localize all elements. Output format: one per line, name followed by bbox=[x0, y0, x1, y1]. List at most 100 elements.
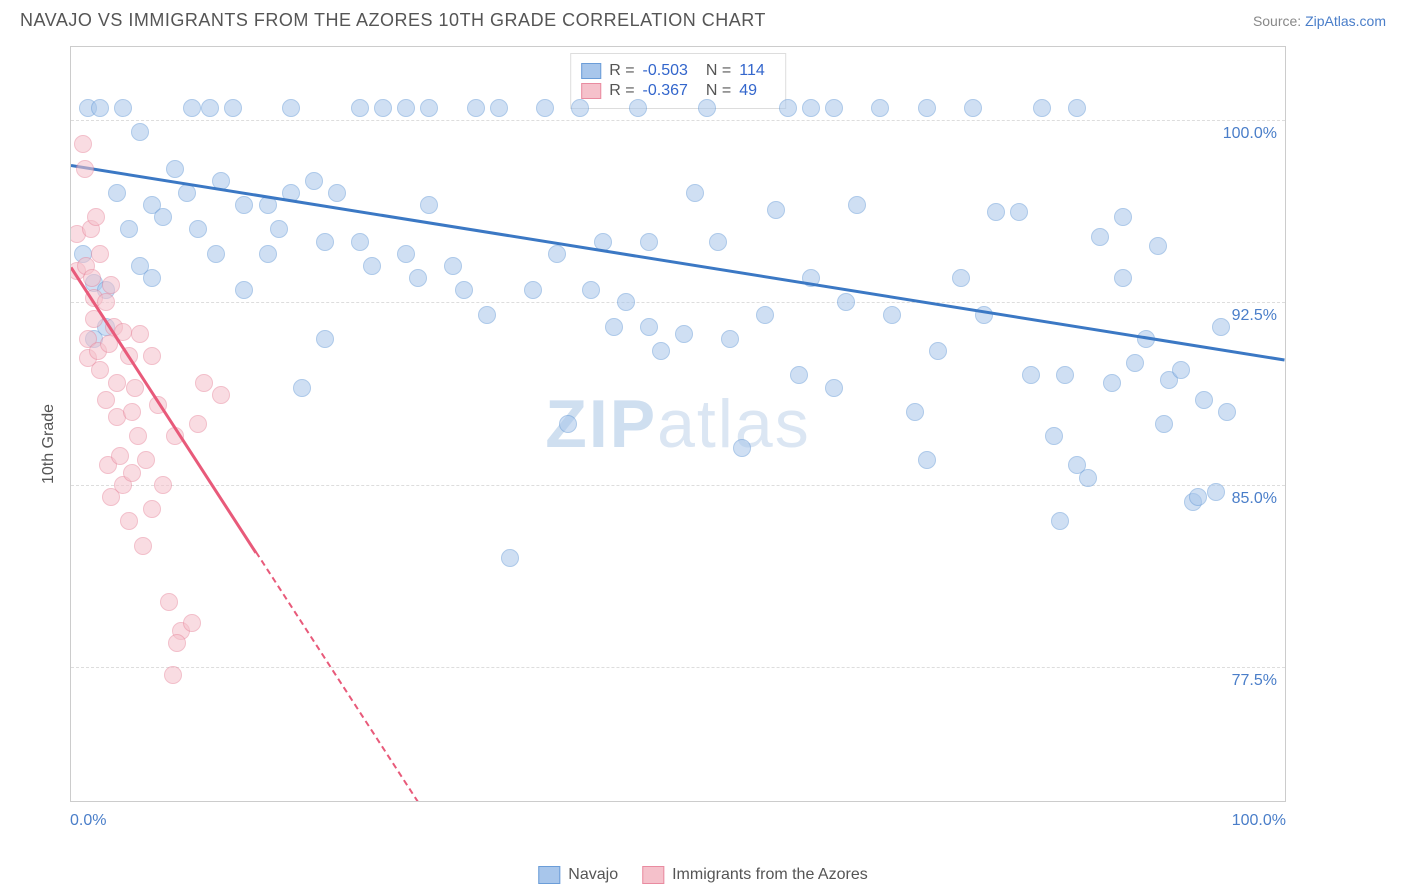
data-point bbox=[397, 245, 415, 263]
x-tick bbox=[302, 801, 303, 802]
data-point bbox=[91, 99, 109, 117]
data-point bbox=[397, 99, 415, 117]
data-point bbox=[779, 99, 797, 117]
x-tick bbox=[996, 801, 997, 802]
data-point bbox=[686, 184, 704, 202]
data-point bbox=[189, 415, 207, 433]
source-attr: Source: ZipAtlas.com bbox=[1253, 13, 1386, 29]
x-tick bbox=[1227, 801, 1228, 802]
data-point bbox=[189, 220, 207, 238]
data-point bbox=[640, 233, 658, 251]
data-point bbox=[183, 614, 201, 632]
stats-legend-box: R = -0.503N = 114R = -0.367N = 49 bbox=[570, 53, 786, 109]
data-point bbox=[235, 281, 253, 299]
data-point bbox=[605, 318, 623, 336]
data-point bbox=[652, 342, 670, 360]
grid-line bbox=[71, 120, 1285, 121]
data-point bbox=[444, 257, 462, 275]
data-point bbox=[131, 325, 149, 343]
data-point bbox=[1189, 488, 1207, 506]
x-tick bbox=[71, 801, 72, 802]
grid-line bbox=[71, 485, 1285, 486]
data-point bbox=[675, 325, 693, 343]
data-point bbox=[1218, 403, 1236, 421]
data-point bbox=[108, 184, 126, 202]
data-point bbox=[501, 549, 519, 567]
grid-line bbox=[71, 302, 1285, 303]
data-point bbox=[160, 593, 178, 611]
data-point bbox=[582, 281, 600, 299]
data-point bbox=[409, 269, 427, 287]
data-point bbox=[201, 99, 219, 117]
data-point bbox=[351, 233, 369, 251]
chart-container: 10th Grade ZIPatlas R = -0.503N = 114R =… bbox=[20, 46, 1386, 842]
data-point bbox=[987, 203, 1005, 221]
data-point bbox=[1068, 99, 1086, 117]
legend-swatch bbox=[642, 866, 664, 884]
data-point bbox=[1114, 269, 1132, 287]
plot-area: ZIPatlas R = -0.503N = 114R = -0.367N = … bbox=[70, 46, 1286, 802]
data-point bbox=[848, 196, 866, 214]
data-point bbox=[698, 99, 716, 117]
data-point bbox=[756, 306, 774, 324]
data-point bbox=[74, 135, 92, 153]
x-tick bbox=[765, 801, 766, 802]
data-point bbox=[351, 99, 369, 117]
data-point bbox=[733, 439, 751, 457]
data-point bbox=[929, 342, 947, 360]
data-point bbox=[195, 374, 213, 392]
data-point bbox=[328, 184, 346, 202]
data-point bbox=[964, 99, 982, 117]
data-point bbox=[316, 330, 334, 348]
watermark: ZIPatlas bbox=[545, 385, 810, 463]
data-point bbox=[293, 379, 311, 397]
data-point bbox=[143, 500, 161, 518]
data-point bbox=[467, 99, 485, 117]
data-point bbox=[548, 245, 566, 263]
legend-item: Navajo bbox=[538, 866, 618, 884]
data-point bbox=[76, 160, 94, 178]
x-tick bbox=[533, 801, 534, 802]
data-point bbox=[164, 666, 182, 684]
data-point bbox=[559, 415, 577, 433]
data-point bbox=[1103, 374, 1121, 392]
data-point bbox=[536, 99, 554, 117]
data-point bbox=[154, 476, 172, 494]
data-point bbox=[282, 99, 300, 117]
source-link[interactable]: ZipAtlas.com bbox=[1305, 13, 1386, 29]
data-point bbox=[183, 99, 201, 117]
data-point bbox=[83, 269, 101, 287]
page-title: NAVAJO VS IMMIGRANTS FROM THE AZORES 10T… bbox=[20, 10, 766, 31]
data-point bbox=[91, 361, 109, 379]
data-point bbox=[97, 391, 115, 409]
legend-swatch bbox=[581, 63, 601, 79]
data-point bbox=[207, 245, 225, 263]
legend-bottom: Navajo Immigrants from the Azores bbox=[538, 866, 867, 884]
data-point bbox=[120, 220, 138, 238]
data-point bbox=[270, 220, 288, 238]
data-point bbox=[374, 99, 392, 117]
data-point bbox=[1079, 469, 1097, 487]
data-point bbox=[235, 196, 253, 214]
legend-swatch bbox=[538, 866, 560, 884]
data-point bbox=[91, 245, 109, 263]
data-point bbox=[825, 99, 843, 117]
legend-item: Immigrants from the Azores bbox=[642, 866, 868, 884]
trend-line bbox=[255, 552, 419, 802]
data-point bbox=[790, 366, 808, 384]
data-point bbox=[111, 447, 129, 465]
legend-swatch bbox=[581, 83, 601, 99]
data-point bbox=[629, 99, 647, 117]
data-point bbox=[1010, 203, 1028, 221]
data-point bbox=[420, 196, 438, 214]
data-point bbox=[571, 99, 589, 117]
stats-row: R = -0.367N = 49 bbox=[581, 82, 775, 100]
data-point bbox=[1091, 228, 1109, 246]
data-point bbox=[1195, 391, 1213, 409]
grid-line bbox=[71, 667, 1285, 668]
data-point bbox=[1045, 427, 1063, 445]
data-point bbox=[825, 379, 843, 397]
data-point bbox=[1172, 361, 1190, 379]
trend-line bbox=[70, 267, 257, 554]
data-point bbox=[137, 451, 155, 469]
